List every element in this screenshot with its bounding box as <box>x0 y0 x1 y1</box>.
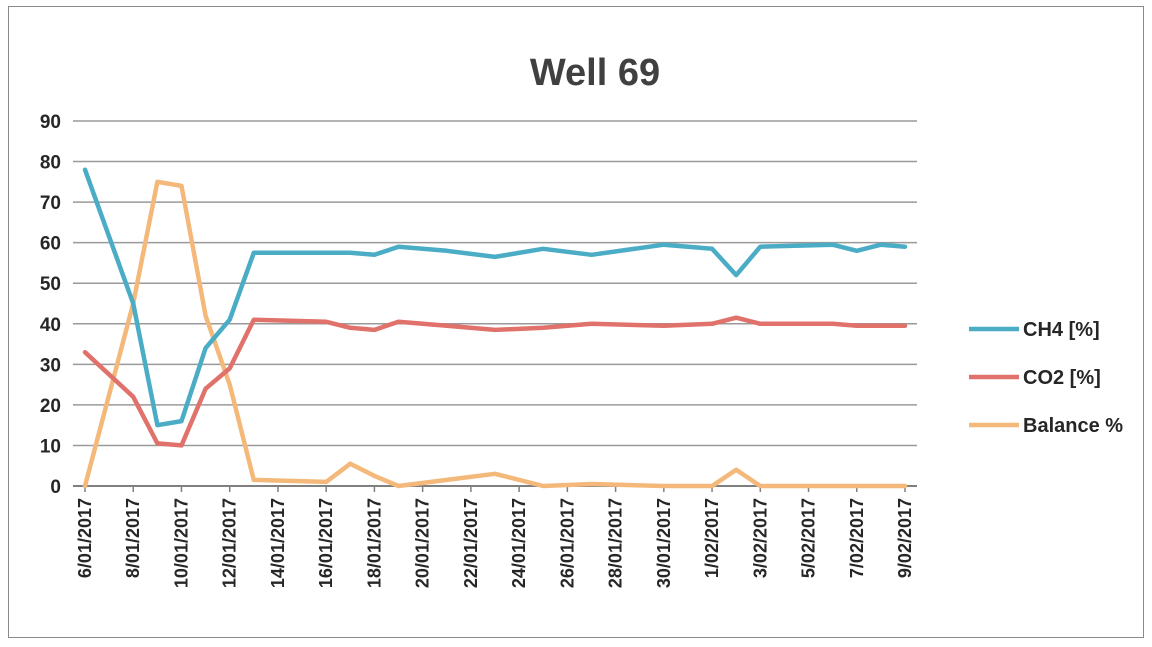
legend-label: CO2 [%] <box>1023 367 1101 389</box>
y-tick-label: 10 <box>40 436 61 457</box>
y-tick-label: 40 <box>40 315 61 336</box>
x-tick-label: 26/01/2017 <box>557 498 577 588</box>
y-tick-label: 90 <box>40 112 61 133</box>
x-tick-label: 6/01/2017 <box>75 498 95 578</box>
series-lines <box>82 167 908 489</box>
x-tick-label: 16/01/2017 <box>316 498 336 588</box>
x-tick-label: 3/02/2017 <box>750 498 770 578</box>
legend-label: Balance % <box>1023 415 1123 437</box>
x-tick-label: 5/02/2017 <box>799 498 819 578</box>
x-tick-label: 24/01/2017 <box>509 498 529 588</box>
series-line-1 <box>82 315 908 448</box>
x-tick-label: 30/01/2017 <box>654 498 674 588</box>
series-line-0 <box>82 167 908 428</box>
chart-title: Well 69 <box>530 52 660 94</box>
line-chart: Well 69 0 10 20 30 40 50 60 70 80 90 6/01/2017 8/0… <box>40 52 1123 588</box>
y-tick-label: 0 <box>50 477 61 498</box>
y-tick-label: 50 <box>40 274 61 295</box>
x-axis: 6/01/2017 8/01/2017 10/01/2017 12/01/2017 14… <box>73 485 917 588</box>
x-tick-label: 20/01/2017 <box>413 498 433 588</box>
y-tick-label: 30 <box>40 355 61 376</box>
gridlines <box>73 120 917 447</box>
legend-label: CH4 [%] <box>1023 319 1100 341</box>
x-tick-label: 10/01/2017 <box>171 498 191 588</box>
y-axis: 0 10 20 30 40 50 60 70 80 90 <box>40 112 61 498</box>
y-tick-label: 70 <box>40 193 61 214</box>
x-tick-label: 14/01/2017 <box>268 498 288 588</box>
chart-frame: Well 69 0 10 20 30 40 50 60 70 80 90 6/01/2017 8/0… <box>8 6 1144 638</box>
y-tick-label: 80 <box>40 153 61 174</box>
x-tick-label: 12/01/2017 <box>220 498 240 588</box>
series-line-2 <box>82 179 908 489</box>
x-tick-label: 28/01/2017 <box>606 498 626 588</box>
x-tick-label: 22/01/2017 <box>461 498 481 588</box>
x-tick-label: 8/01/2017 <box>123 498 143 578</box>
x-tick-label: 7/02/2017 <box>847 498 867 578</box>
x-tick-label: 1/02/2017 <box>702 498 722 578</box>
y-tick-label: 60 <box>40 234 61 255</box>
y-tick-label: 20 <box>40 396 61 417</box>
x-tick-label: 18/01/2017 <box>364 498 384 588</box>
legend: CH4 [%] CO2 [%] Balance % <box>969 319 1123 437</box>
x-tick-label: 9/02/2017 <box>895 498 915 578</box>
